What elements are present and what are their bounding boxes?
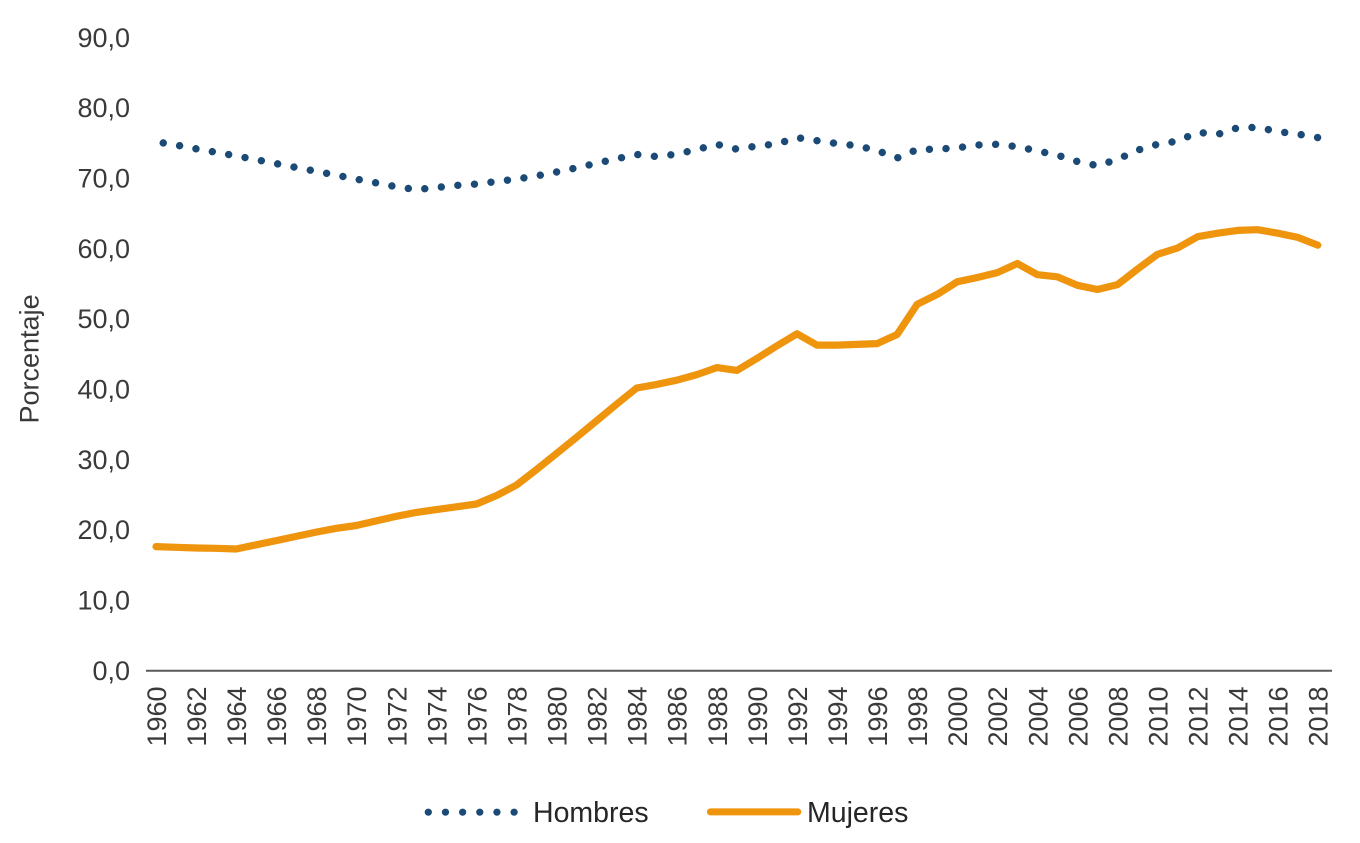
svg-text:2006: 2006: [1063, 686, 1093, 746]
svg-text:1996: 1996: [863, 686, 893, 746]
svg-text:1986: 1986: [663, 686, 693, 746]
svg-text:Mujeres: Mujeres: [807, 797, 908, 829]
svg-text:1988: 1988: [703, 686, 733, 746]
svg-text:2000: 2000: [943, 686, 973, 746]
svg-text:2014: 2014: [1224, 686, 1254, 746]
svg-text:10,0: 10,0: [77, 586, 130, 616]
svg-text:2002: 2002: [983, 686, 1013, 746]
svg-text:1966: 1966: [262, 686, 292, 746]
svg-text:1994: 1994: [823, 686, 853, 746]
svg-text:1998: 1998: [903, 686, 933, 746]
svg-text:2010: 2010: [1144, 686, 1174, 746]
svg-text:2018: 2018: [1304, 686, 1334, 746]
svg-text:2008: 2008: [1103, 686, 1133, 746]
svg-text:1974: 1974: [422, 686, 452, 746]
svg-text:1960: 1960: [142, 686, 172, 746]
svg-text:0,0: 0,0: [92, 656, 130, 686]
svg-text:2016: 2016: [1264, 686, 1294, 746]
svg-text:1964: 1964: [222, 686, 252, 746]
svg-text:1970: 1970: [342, 686, 372, 746]
svg-text:1990: 1990: [743, 686, 773, 746]
svg-text:1962: 1962: [182, 686, 212, 746]
svg-text:1992: 1992: [783, 686, 813, 746]
svg-text:90,0: 90,0: [77, 23, 130, 53]
svg-text:1972: 1972: [382, 686, 412, 746]
svg-text:2004: 2004: [1023, 686, 1053, 746]
svg-text:80,0: 80,0: [77, 93, 130, 123]
svg-text:60,0: 60,0: [77, 234, 130, 264]
svg-text:2012: 2012: [1184, 686, 1214, 746]
svg-text:1978: 1978: [503, 686, 533, 746]
svg-text:20,0: 20,0: [77, 515, 130, 545]
svg-text:1976: 1976: [462, 686, 492, 746]
svg-text:50,0: 50,0: [77, 304, 130, 334]
svg-text:1968: 1968: [302, 686, 332, 746]
svg-text:1982: 1982: [583, 686, 613, 746]
svg-text:Porcentaje: Porcentaje: [15, 294, 45, 423]
svg-text:70,0: 70,0: [77, 164, 130, 194]
svg-text:Hombres: Hombres: [533, 797, 649, 829]
svg-text:1980: 1980: [543, 686, 573, 746]
svg-text:30,0: 30,0: [77, 445, 130, 475]
svg-text:1984: 1984: [623, 686, 653, 746]
svg-text:40,0: 40,0: [77, 375, 130, 405]
